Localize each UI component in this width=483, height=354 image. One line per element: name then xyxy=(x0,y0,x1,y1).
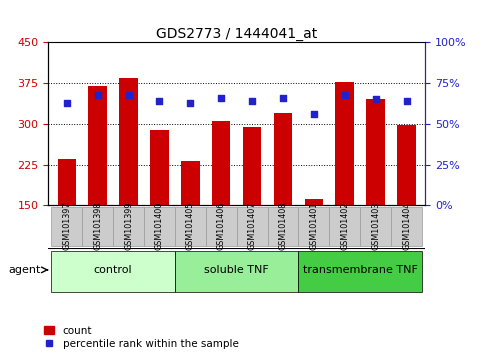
Point xyxy=(156,98,163,104)
Bar xyxy=(119,78,138,205)
Point xyxy=(372,97,380,102)
Text: soluble TNF: soluble TNF xyxy=(204,265,269,275)
Bar xyxy=(175,251,298,292)
Bar xyxy=(329,207,360,246)
Bar xyxy=(175,207,206,246)
Bar xyxy=(298,207,329,246)
Bar xyxy=(305,199,323,205)
Text: GSM101405: GSM101405 xyxy=(186,201,195,250)
Bar xyxy=(391,207,422,246)
Point xyxy=(310,111,318,117)
Point xyxy=(341,92,349,97)
Text: GSM101408: GSM101408 xyxy=(279,201,287,250)
Point xyxy=(217,95,225,101)
Text: GSM101407: GSM101407 xyxy=(248,201,256,250)
Bar xyxy=(336,81,354,205)
Bar xyxy=(274,113,292,205)
Legend: count, percentile rank within the sample: count, percentile rank within the sample xyxy=(44,326,239,349)
Text: GSM101406: GSM101406 xyxy=(217,201,226,250)
Text: GSM101398: GSM101398 xyxy=(93,201,102,250)
Text: GSM101404: GSM101404 xyxy=(402,201,411,250)
Bar xyxy=(206,207,237,246)
Bar xyxy=(113,207,144,246)
Text: control: control xyxy=(94,265,132,275)
Bar xyxy=(88,86,107,205)
Bar xyxy=(144,207,175,246)
Point xyxy=(403,98,411,104)
Title: GDS2773 / 1444041_at: GDS2773 / 1444041_at xyxy=(156,28,317,41)
Point xyxy=(94,92,101,97)
Point xyxy=(63,100,71,105)
Bar xyxy=(243,127,261,205)
Bar xyxy=(268,207,298,246)
Text: GSM101400: GSM101400 xyxy=(155,201,164,250)
Point xyxy=(279,95,287,101)
Text: GSM101402: GSM101402 xyxy=(340,201,349,250)
Point xyxy=(248,98,256,104)
Bar xyxy=(237,207,268,246)
Bar xyxy=(212,121,230,205)
Bar xyxy=(57,159,76,205)
Bar xyxy=(360,207,391,246)
Point xyxy=(125,92,132,97)
Bar xyxy=(82,207,113,246)
Text: agent: agent xyxy=(9,265,41,275)
Text: GSM101399: GSM101399 xyxy=(124,201,133,250)
Bar xyxy=(181,161,199,205)
Point xyxy=(186,100,194,105)
Bar xyxy=(397,125,416,205)
Bar xyxy=(298,251,422,292)
Text: GSM101401: GSM101401 xyxy=(310,201,318,250)
Text: transmembrane TNF: transmembrane TNF xyxy=(303,265,418,275)
Bar xyxy=(367,99,385,205)
Bar xyxy=(51,207,82,246)
Bar xyxy=(51,251,175,292)
Text: GSM101403: GSM101403 xyxy=(371,201,380,250)
Bar xyxy=(150,130,169,205)
Text: GSM101397: GSM101397 xyxy=(62,201,71,250)
